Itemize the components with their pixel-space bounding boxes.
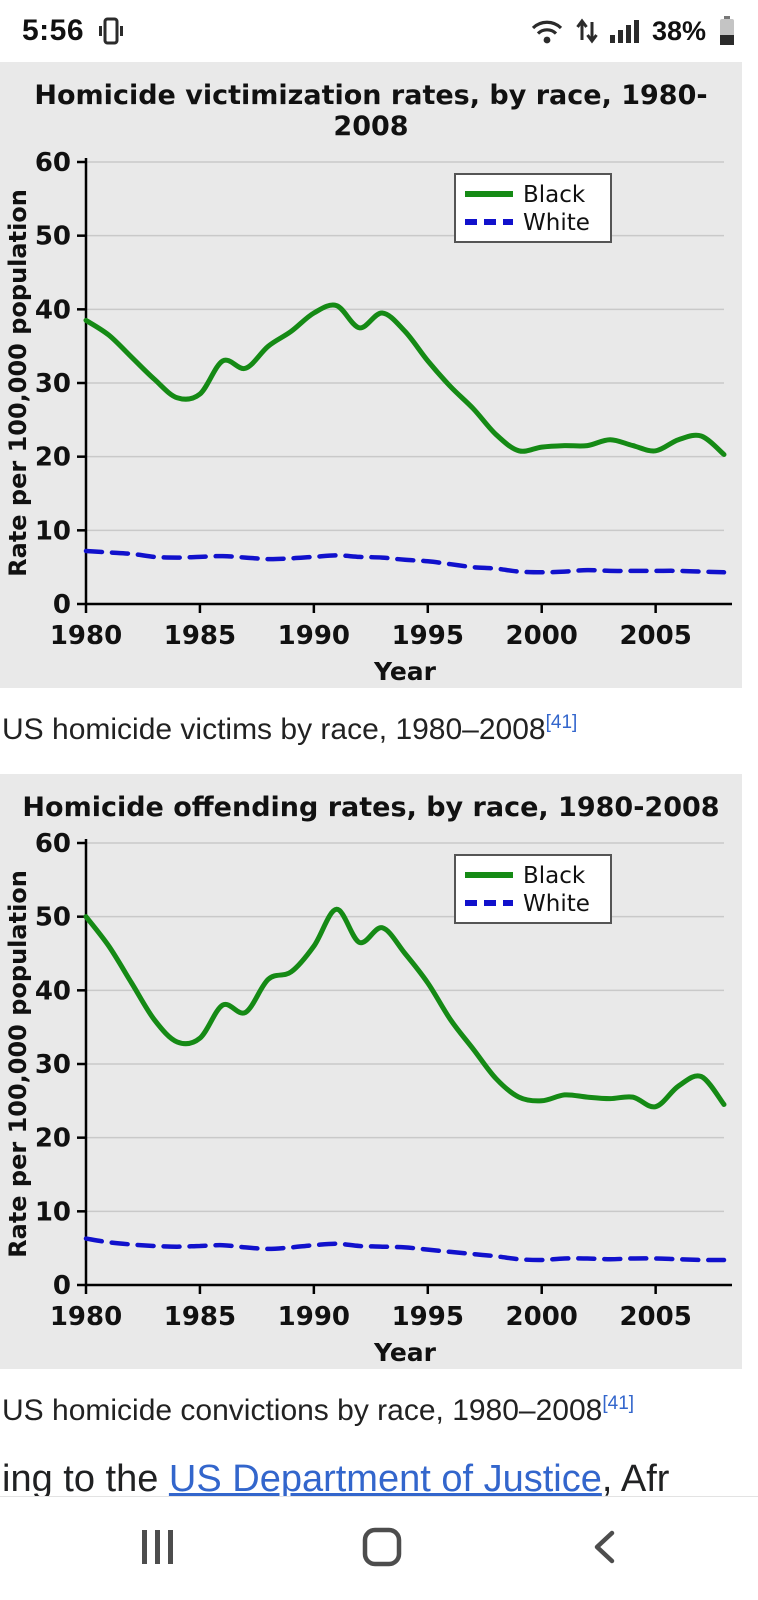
svg-text:1995: 1995 (392, 621, 464, 651)
svg-text:1990: 1990 (278, 1302, 350, 1332)
data-activity-icon (576, 17, 598, 45)
home-icon (361, 1526, 403, 1571)
svg-text:20: 20 (35, 1124, 71, 1154)
home-button[interactable] (361, 1526, 403, 1571)
svg-text:0: 0 (53, 1271, 71, 1301)
svg-text:Rate per 100,000 population: Rate per 100,000 population (4, 870, 32, 1258)
clock: 5:56 (22, 14, 85, 47)
text-fragment: , Afr (601, 1458, 670, 1500)
svg-text:1980: 1980 (50, 1302, 122, 1332)
black-series-line (83, 302, 727, 457)
justice-dept-link[interactable]: US Department of Justice (168, 1458, 602, 1500)
offending-chart-title: Homicide offending rates, by race, 1980-… (22, 792, 720, 823)
battery-icon (718, 15, 736, 47)
svg-text:White: White (523, 891, 590, 917)
svg-text:2000: 2000 (506, 1302, 578, 1332)
recents-button[interactable] (140, 1528, 176, 1569)
svg-text:2005: 2005 (619, 1302, 691, 1332)
svg-text:30: 30 (35, 369, 71, 399)
svg-text:Rate per 100,000 population: Rate per 100,000 population (4, 189, 32, 577)
notification-icon (98, 15, 124, 47)
svg-text:2005: 2005 (619, 621, 691, 651)
caption-text: US homicide convictions by race, 1980–20… (2, 1394, 603, 1427)
battery-percent-label: 38% (651, 15, 706, 46)
citation-link-41[interactable]: [41] (545, 712, 578, 733)
white-series-line (83, 1236, 727, 1263)
svg-text:1995: 1995 (392, 1302, 464, 1332)
svg-text:30: 30 (35, 1050, 71, 1080)
svg-text:10: 10 (35, 516, 71, 546)
svg-text:50: 50 (35, 222, 71, 252)
offending-chart-figure[interactable]: Homicide offending rates, by race, 1980-… (0, 774, 742, 1369)
text-fragment: ing to the (2, 1458, 169, 1500)
citation-link-41[interactable]: [41] (602, 1393, 635, 1414)
android-nav-bar (0, 1496, 758, 1600)
caption-text: US homicide victims by race, 1980–2008 (2, 713, 546, 746)
status-right: 38% (530, 15, 736, 47)
svg-text:Black: Black (523, 863, 586, 889)
svg-text:White: White (523, 210, 590, 236)
svg-text:50: 50 (35, 903, 71, 933)
svg-text:0: 0 (53, 590, 71, 620)
svg-text:1980: 1980 (50, 621, 122, 651)
offending-chart-svg[interactable]: 0 10 20 30 40 50 60 1980 1985 1990 1995 2000 2005 Rat… (0, 829, 742, 1369)
victimization-chart-title: Homicide victimization rates, by race, 1… (34, 80, 708, 142)
svg-text:60: 60 (35, 148, 71, 178)
status-bar: 5:56 (0, 0, 758, 62)
svg-text:Black: Black (523, 182, 586, 208)
recents-icon (140, 1528, 176, 1569)
svg-text:40: 40 (35, 295, 71, 325)
article-text: ing to the US Department of Justice, Afr (2, 1455, 758, 1503)
black-series-line (83, 906, 727, 1110)
victimization-chart-figure[interactable]: Homicide victimization rates, by race, 1… (0, 62, 742, 688)
back-icon (588, 1527, 618, 1570)
signal-icon (609, 18, 640, 44)
svg-text:60: 60 (35, 829, 71, 859)
wifi-icon (530, 17, 564, 45)
svg-text:Year: Year (373, 657, 437, 686)
svg-text:20: 20 (35, 443, 71, 473)
svg-text:40: 40 (35, 976, 71, 1006)
victims-caption: US homicide victims by race, 1980–2008[4… (2, 712, 758, 748)
svg-text:1985: 1985 (164, 1302, 236, 1332)
convictions-caption: US homicide convictions by race, 1980–20… (2, 1393, 758, 1429)
victimization-chart-svg[interactable]: 0 10 20 30 40 50 60 1980 1985 1990 1995 2000 2005 Rat… (0, 148, 742, 688)
svg-text:10: 10 (35, 1197, 71, 1227)
white-series-line (83, 548, 727, 575)
svg-text:1985: 1985 (164, 621, 236, 651)
svg-text:Year: Year (373, 1338, 437, 1367)
browser-content: Homicide victimization rates, by race, 1… (0, 62, 758, 1503)
back-button[interactable] (588, 1527, 618, 1570)
status-left: 5:56 (22, 14, 124, 48)
svg-text:1990: 1990 (278, 621, 350, 651)
svg-text:2000: 2000 (506, 621, 578, 651)
